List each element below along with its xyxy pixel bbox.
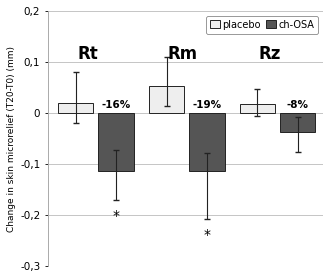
Bar bbox=[280, 113, 315, 132]
Text: Rm: Rm bbox=[168, 45, 198, 63]
Bar bbox=[149, 86, 184, 113]
Text: -8%: -8% bbox=[287, 100, 309, 110]
Text: *: * bbox=[204, 228, 211, 242]
Text: *: * bbox=[113, 209, 120, 223]
Text: -19%: -19% bbox=[192, 100, 221, 110]
Bar bbox=[240, 104, 275, 113]
Bar bbox=[189, 113, 225, 171]
Bar bbox=[58, 103, 93, 113]
Legend: placebo, ch-OSA: placebo, ch-OSA bbox=[206, 16, 318, 33]
Bar bbox=[98, 113, 134, 171]
Text: Rt: Rt bbox=[77, 45, 98, 63]
Text: -16%: -16% bbox=[102, 100, 131, 110]
Text: Rz: Rz bbox=[259, 45, 281, 63]
Y-axis label: Change in skin microrelief (T20-T0) (mm): Change in skin microrelief (T20-T0) (mm) bbox=[7, 45, 16, 232]
